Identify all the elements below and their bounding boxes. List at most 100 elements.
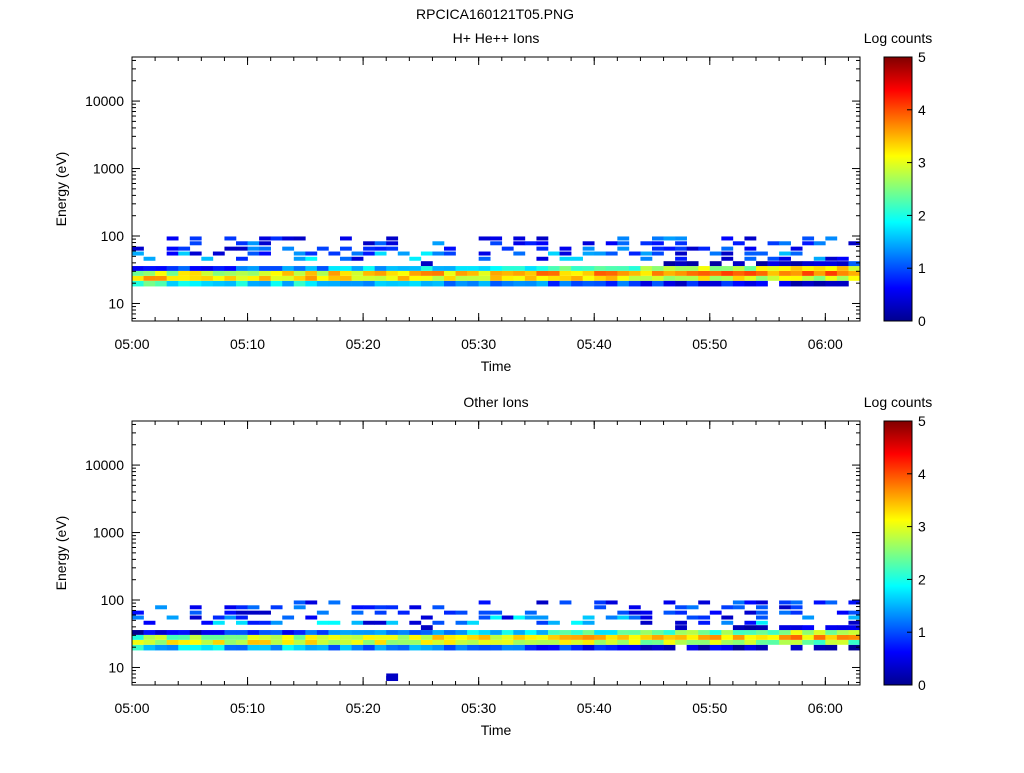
heatmap-cell <box>709 280 722 287</box>
heatmap-cell <box>490 275 503 281</box>
colorbar-tick-label: 1 <box>918 624 926 640</box>
heatmap-cell <box>825 256 838 261</box>
heatmap-cell <box>582 630 595 635</box>
heatmap-cell <box>686 280 699 287</box>
heatmap-cell <box>420 625 433 631</box>
heatmap-cell <box>548 639 560 645</box>
heatmap-cell <box>605 251 618 256</box>
x-tick-label: 05:10 <box>230 336 265 352</box>
heatmap-cell <box>536 644 549 651</box>
heatmap-cell <box>802 630 815 635</box>
heatmap-cell <box>524 280 537 287</box>
colorbar-tick-label: 4 <box>918 102 926 118</box>
heatmap-cell <box>155 605 167 610</box>
heatmap-cell <box>236 605 248 610</box>
heatmap-cell <box>143 620 156 625</box>
heatmap-cell <box>802 241 815 246</box>
heatmap-cell <box>686 275 699 281</box>
heatmap-cell <box>709 639 722 645</box>
heatmap-cell <box>732 625 745 631</box>
heatmap-cells <box>132 600 861 682</box>
heatmap-cell <box>836 256 849 261</box>
heatmap-cell <box>825 625 838 631</box>
heatmap-cell <box>305 270 318 276</box>
heatmap-cell <box>813 630 826 635</box>
heatmap-cell <box>224 630 237 635</box>
heatmap-cell <box>513 270 526 276</box>
heatmap-cell <box>848 275 861 281</box>
heatmap-cell <box>663 261 676 267</box>
heatmap-cell <box>455 639 468 645</box>
heatmap-cell <box>259 639 271 645</box>
heatmap-cell <box>790 261 803 267</box>
heatmap-cell <box>166 275 179 281</box>
heatmap-cell <box>536 270 549 276</box>
heatmap-cell <box>293 600 306 605</box>
heatmap-cell <box>132 251 144 256</box>
heatmap-cell <box>432 634 445 640</box>
heatmap-cell <box>305 615 318 620</box>
heatmap-cell <box>397 266 410 271</box>
heatmap-cell <box>790 246 803 251</box>
heatmap-cell <box>559 639 572 645</box>
spectrogram-panel: 05:00 05:10 05:20 05:30 05:40 05:50 06:0010100… <box>53 30 932 374</box>
heatmap-cell <box>571 630 583 635</box>
heatmap-cell <box>247 610 260 615</box>
heatmap-cell <box>756 639 768 645</box>
heatmap-cell <box>513 275 526 281</box>
heatmap-cell <box>143 644 156 651</box>
heatmap-cell <box>582 251 595 256</box>
heatmap-cell <box>536 600 549 605</box>
heatmap-cell <box>386 280 399 287</box>
heatmap-cell <box>652 251 664 256</box>
heatmap-cell <box>224 280 237 287</box>
heatmap-cell <box>559 270 572 276</box>
heatmap-cell <box>709 610 722 615</box>
colorbar-label: Log counts <box>864 30 933 46</box>
heatmap-cell <box>779 634 791 640</box>
heatmap-cell <box>432 620 445 625</box>
heatmap-cell <box>825 270 838 276</box>
heatmap-cell <box>178 266 191 271</box>
heatmap-cell <box>316 280 329 287</box>
heatmap-cell <box>790 270 803 276</box>
heatmap-cell <box>513 236 526 241</box>
heatmap-cell <box>571 639 583 645</box>
x-tick-label: 06:00 <box>808 700 843 716</box>
heatmap-cell <box>779 256 791 261</box>
heatmap-cell <box>709 251 722 256</box>
heatmap-cell <box>686 266 699 271</box>
heatmap-cell <box>374 270 387 276</box>
heatmap-cell <box>802 261 815 267</box>
heatmap-cell <box>559 634 572 640</box>
heatmap-cell <box>513 251 526 256</box>
heatmap-cell <box>490 639 503 645</box>
heatmap-cell <box>455 280 468 287</box>
heatmap-cell <box>351 610 364 615</box>
heatmap-cell <box>790 600 803 605</box>
heatmap-cell <box>536 236 549 241</box>
heatmap-cell <box>732 644 745 651</box>
heatmap-cell <box>132 630 144 635</box>
heatmap-cell <box>490 644 503 651</box>
heatmap-cell <box>132 280 144 287</box>
heatmap-cell <box>501 270 514 276</box>
heatmap-cell <box>178 630 191 635</box>
heatmap-cell <box>501 639 514 645</box>
heatmap-cell <box>698 630 711 635</box>
heatmap-cell <box>628 251 641 256</box>
heatmap-cell <box>259 266 271 271</box>
heatmap-cell <box>501 644 514 651</box>
heatmap-cell <box>212 275 225 281</box>
colorbar-tick-label: 3 <box>918 519 926 535</box>
heatmap-cell <box>802 634 815 640</box>
heatmap-cell <box>721 275 734 281</box>
heatmap-cell <box>236 634 248 640</box>
heatmap-cell <box>790 639 803 645</box>
heatmap-cell <box>409 630 422 635</box>
heatmap-cell <box>513 241 526 246</box>
heatmap-cell <box>270 266 283 271</box>
heatmap-cell <box>594 644 607 651</box>
heatmap-cell <box>571 620 583 625</box>
heatmap-cell <box>143 634 156 640</box>
